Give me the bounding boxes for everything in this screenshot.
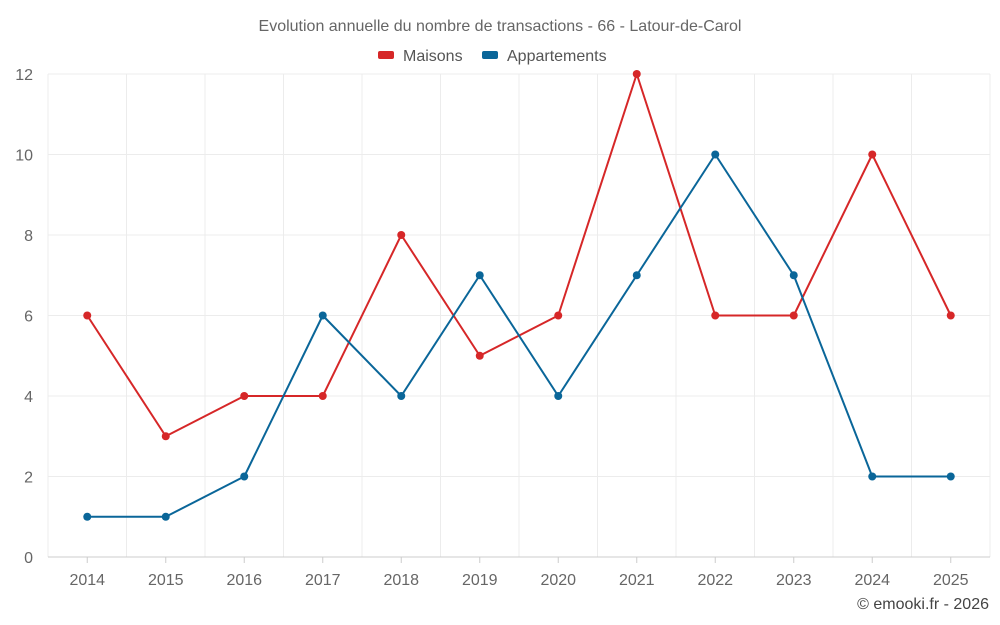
x-tick-label-2021: 2021 <box>619 572 655 589</box>
point-appartements-2021[interactable] <box>632 271 641 280</box>
legend-label-maisons: Maisons <box>403 48 463 65</box>
x-tick-label-2022: 2022 <box>697 572 733 589</box>
series-line-appartements <box>87 153 951 518</box>
point-maisons-2014[interactable] <box>83 311 92 320</box>
x-tick-label-2020: 2020 <box>540 572 576 589</box>
point-appartements-2022[interactable] <box>711 150 720 159</box>
legend-swatch-appartements <box>482 51 498 59</box>
x-tick-label-2015: 2015 <box>148 572 184 589</box>
point-maisons-2025[interactable] <box>946 311 955 320</box>
point-maisons-2015[interactable] <box>161 432 170 441</box>
x-axis-ticks: 2014 2015 2016 2017 2018 2019 2020 2021 2022 2023… <box>69 557 969 589</box>
legend-label-appartements: Appartements <box>507 48 607 65</box>
y-tick-label-8: 8 <box>24 228 33 245</box>
chart-title: Evolution annuelle du nombre de transact… <box>259 18 742 35</box>
x-tick-label-2017: 2017 <box>305 572 341 589</box>
point-appartements-2023[interactable] <box>789 271 798 280</box>
credit-text: © emooki.fr - 2026 <box>857 596 989 613</box>
y-tick-label-6: 6 <box>24 309 33 326</box>
y-tick-label-2: 2 <box>24 470 33 487</box>
point-maisons-2018[interactable] <box>397 231 406 239</box>
x-tick-label-2024: 2024 <box>854 572 890 589</box>
horizontal-gridlines <box>48 73 990 477</box>
series-appartements <box>83 150 955 521</box>
point-appartements-2019[interactable] <box>475 271 484 280</box>
series-layer <box>83 70 955 521</box>
legend-item-maisons[interactable]: Maisons <box>378 48 463 65</box>
point-appartements-2025[interactable] <box>946 472 955 481</box>
point-appartements-2016[interactable] <box>240 472 249 481</box>
x-tick-label-2016: 2016 <box>226 572 262 589</box>
point-maisons-2017[interactable] <box>318 392 327 400</box>
y-tick-label-0: 0 <box>24 550 33 567</box>
x-tick-label-2018: 2018 <box>383 572 419 589</box>
legend: Maisons Appartements <box>378 48 607 65</box>
point-maisons-2021[interactable] <box>632 70 641 78</box>
point-maisons-2023[interactable] <box>789 311 798 320</box>
point-appartements-2014[interactable] <box>83 512 92 521</box>
point-maisons-2022[interactable] <box>711 311 720 320</box>
y-tick-label-12: 12 <box>15 67 33 84</box>
y-tick-label-4: 4 <box>24 389 33 406</box>
point-appartements-2020[interactable] <box>554 392 563 400</box>
point-maisons-2016[interactable] <box>240 392 249 400</box>
x-tick-label-2025: 2025 <box>933 572 969 589</box>
x-tick-label-2023: 2023 <box>776 572 812 589</box>
point-appartements-2015[interactable] <box>161 512 170 521</box>
point-maisons-2019[interactable] <box>475 351 484 360</box>
point-maisons-2024[interactable] <box>868 150 877 159</box>
point-appartements-2018[interactable] <box>397 392 406 400</box>
point-appartements-2017[interactable] <box>318 311 327 320</box>
point-appartements-2024[interactable] <box>868 472 877 481</box>
x-tick-label-2014: 2014 <box>69 572 105 589</box>
point-maisons-2020[interactable] <box>554 311 563 320</box>
legend-item-appartements[interactable]: Appartements <box>482 48 607 65</box>
y-tick-label-10: 10 <box>15 148 33 165</box>
y-axis-ticks: 0 2 4 6 8 10 12 <box>15 67 33 567</box>
x-tick-label-2019: 2019 <box>462 572 498 589</box>
legend-swatch-maisons <box>378 51 394 59</box>
